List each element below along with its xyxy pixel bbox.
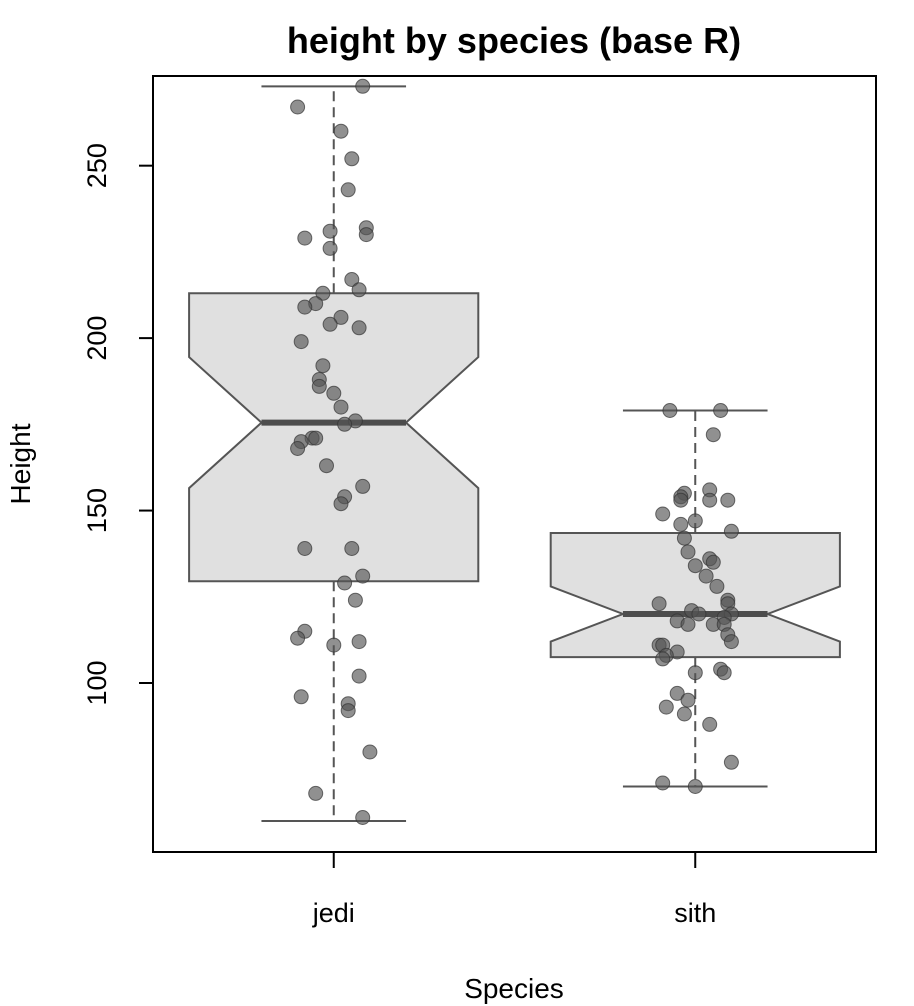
data-point: [355, 78, 371, 94]
data-point: [702, 716, 718, 732]
y-axis: 100 150 200 250: [82, 143, 154, 706]
y-tick-label: 150: [82, 488, 112, 533]
y-tick-label: 200: [82, 316, 112, 361]
data-point: [297, 541, 313, 556]
data-point: [333, 496, 349, 512]
data-point: [687, 513, 703, 529]
data-point: [680, 544, 696, 560]
data-point: [691, 606, 707, 622]
data-point: [322, 316, 338, 332]
data-point: [705, 554, 721, 570]
data-point: [709, 578, 725, 594]
boxes-layer: [188, 85, 841, 822]
box-jedi: [188, 292, 480, 583]
data-point: [315, 358, 331, 374]
data-point: [655, 775, 671, 791]
data-point: [720, 492, 736, 508]
data-point: [326, 385, 342, 401]
y-tick-label: 100: [82, 660, 112, 705]
data-point: [290, 99, 306, 115]
data-point: [362, 744, 378, 760]
data-point: [705, 427, 721, 443]
box-sith: [549, 532, 841, 659]
x-tick-label-jedi: jedi: [312, 898, 355, 928]
box-group-sith: [549, 409, 841, 788]
data-point: [315, 285, 331, 301]
data-point: [355, 810, 371, 825]
data-point: [347, 592, 363, 608]
chart-title: height by species (base R): [287, 20, 741, 61]
data-point: [293, 334, 309, 350]
data-point: [358, 227, 374, 243]
x-axis: jedi sith: [312, 852, 716, 928]
data-point: [344, 272, 360, 287]
data-point: [326, 637, 342, 653]
data-point: [662, 403, 678, 418]
data-point: [680, 616, 696, 632]
data-point: [297, 299, 313, 315]
data-point: [293, 689, 309, 705]
data-point: [290, 630, 306, 646]
data-point: [680, 692, 696, 708]
data-point: [344, 541, 360, 556]
data-point: [333, 123, 349, 139]
data-point: [322, 240, 338, 256]
data-point: [351, 320, 367, 336]
data-point: [669, 685, 685, 701]
y-axis-title: Height: [5, 423, 36, 504]
data-point: [308, 785, 324, 801]
data-point: [723, 634, 739, 650]
data-point: [297, 230, 313, 246]
data-point: [333, 309, 349, 325]
data-point: [651, 596, 667, 612]
data-point: [655, 506, 671, 522]
data-point: [687, 558, 703, 574]
points-layer: [290, 78, 739, 825]
y-tick-label: 250: [82, 143, 112, 188]
data-point: [355, 478, 371, 494]
data-point: [340, 182, 356, 198]
data-point: [351, 634, 367, 650]
data-point: [716, 665, 732, 681]
data-point: [723, 523, 739, 539]
data-point: [673, 516, 689, 532]
data-point: [311, 378, 327, 394]
data-point: [333, 399, 349, 415]
data-point: [687, 665, 703, 681]
data-point: [676, 706, 692, 722]
data-point: [698, 568, 714, 584]
data-point: [658, 699, 674, 715]
x-axis-title: Species: [464, 973, 564, 1004]
data-point: [723, 754, 739, 770]
data-point: [340, 703, 356, 719]
data-point: [337, 575, 353, 591]
x-tick-label-sith: sith: [674, 898, 716, 928]
data-point: [702, 492, 718, 508]
data-point: [687, 779, 703, 794]
data-point: [676, 530, 692, 546]
data-point: [673, 492, 689, 508]
data-point: [355, 568, 371, 584]
data-point: [344, 151, 360, 167]
data-point: [308, 430, 324, 446]
data-point: [713, 403, 729, 418]
data-point: [655, 651, 671, 667]
data-point: [319, 458, 334, 474]
data-point: [322, 223, 338, 239]
data-point: [290, 441, 306, 456]
data-point: [351, 282, 367, 298]
box-group-jedi: [188, 85, 480, 822]
data-point: [337, 416, 353, 432]
data-point: [351, 668, 367, 684]
